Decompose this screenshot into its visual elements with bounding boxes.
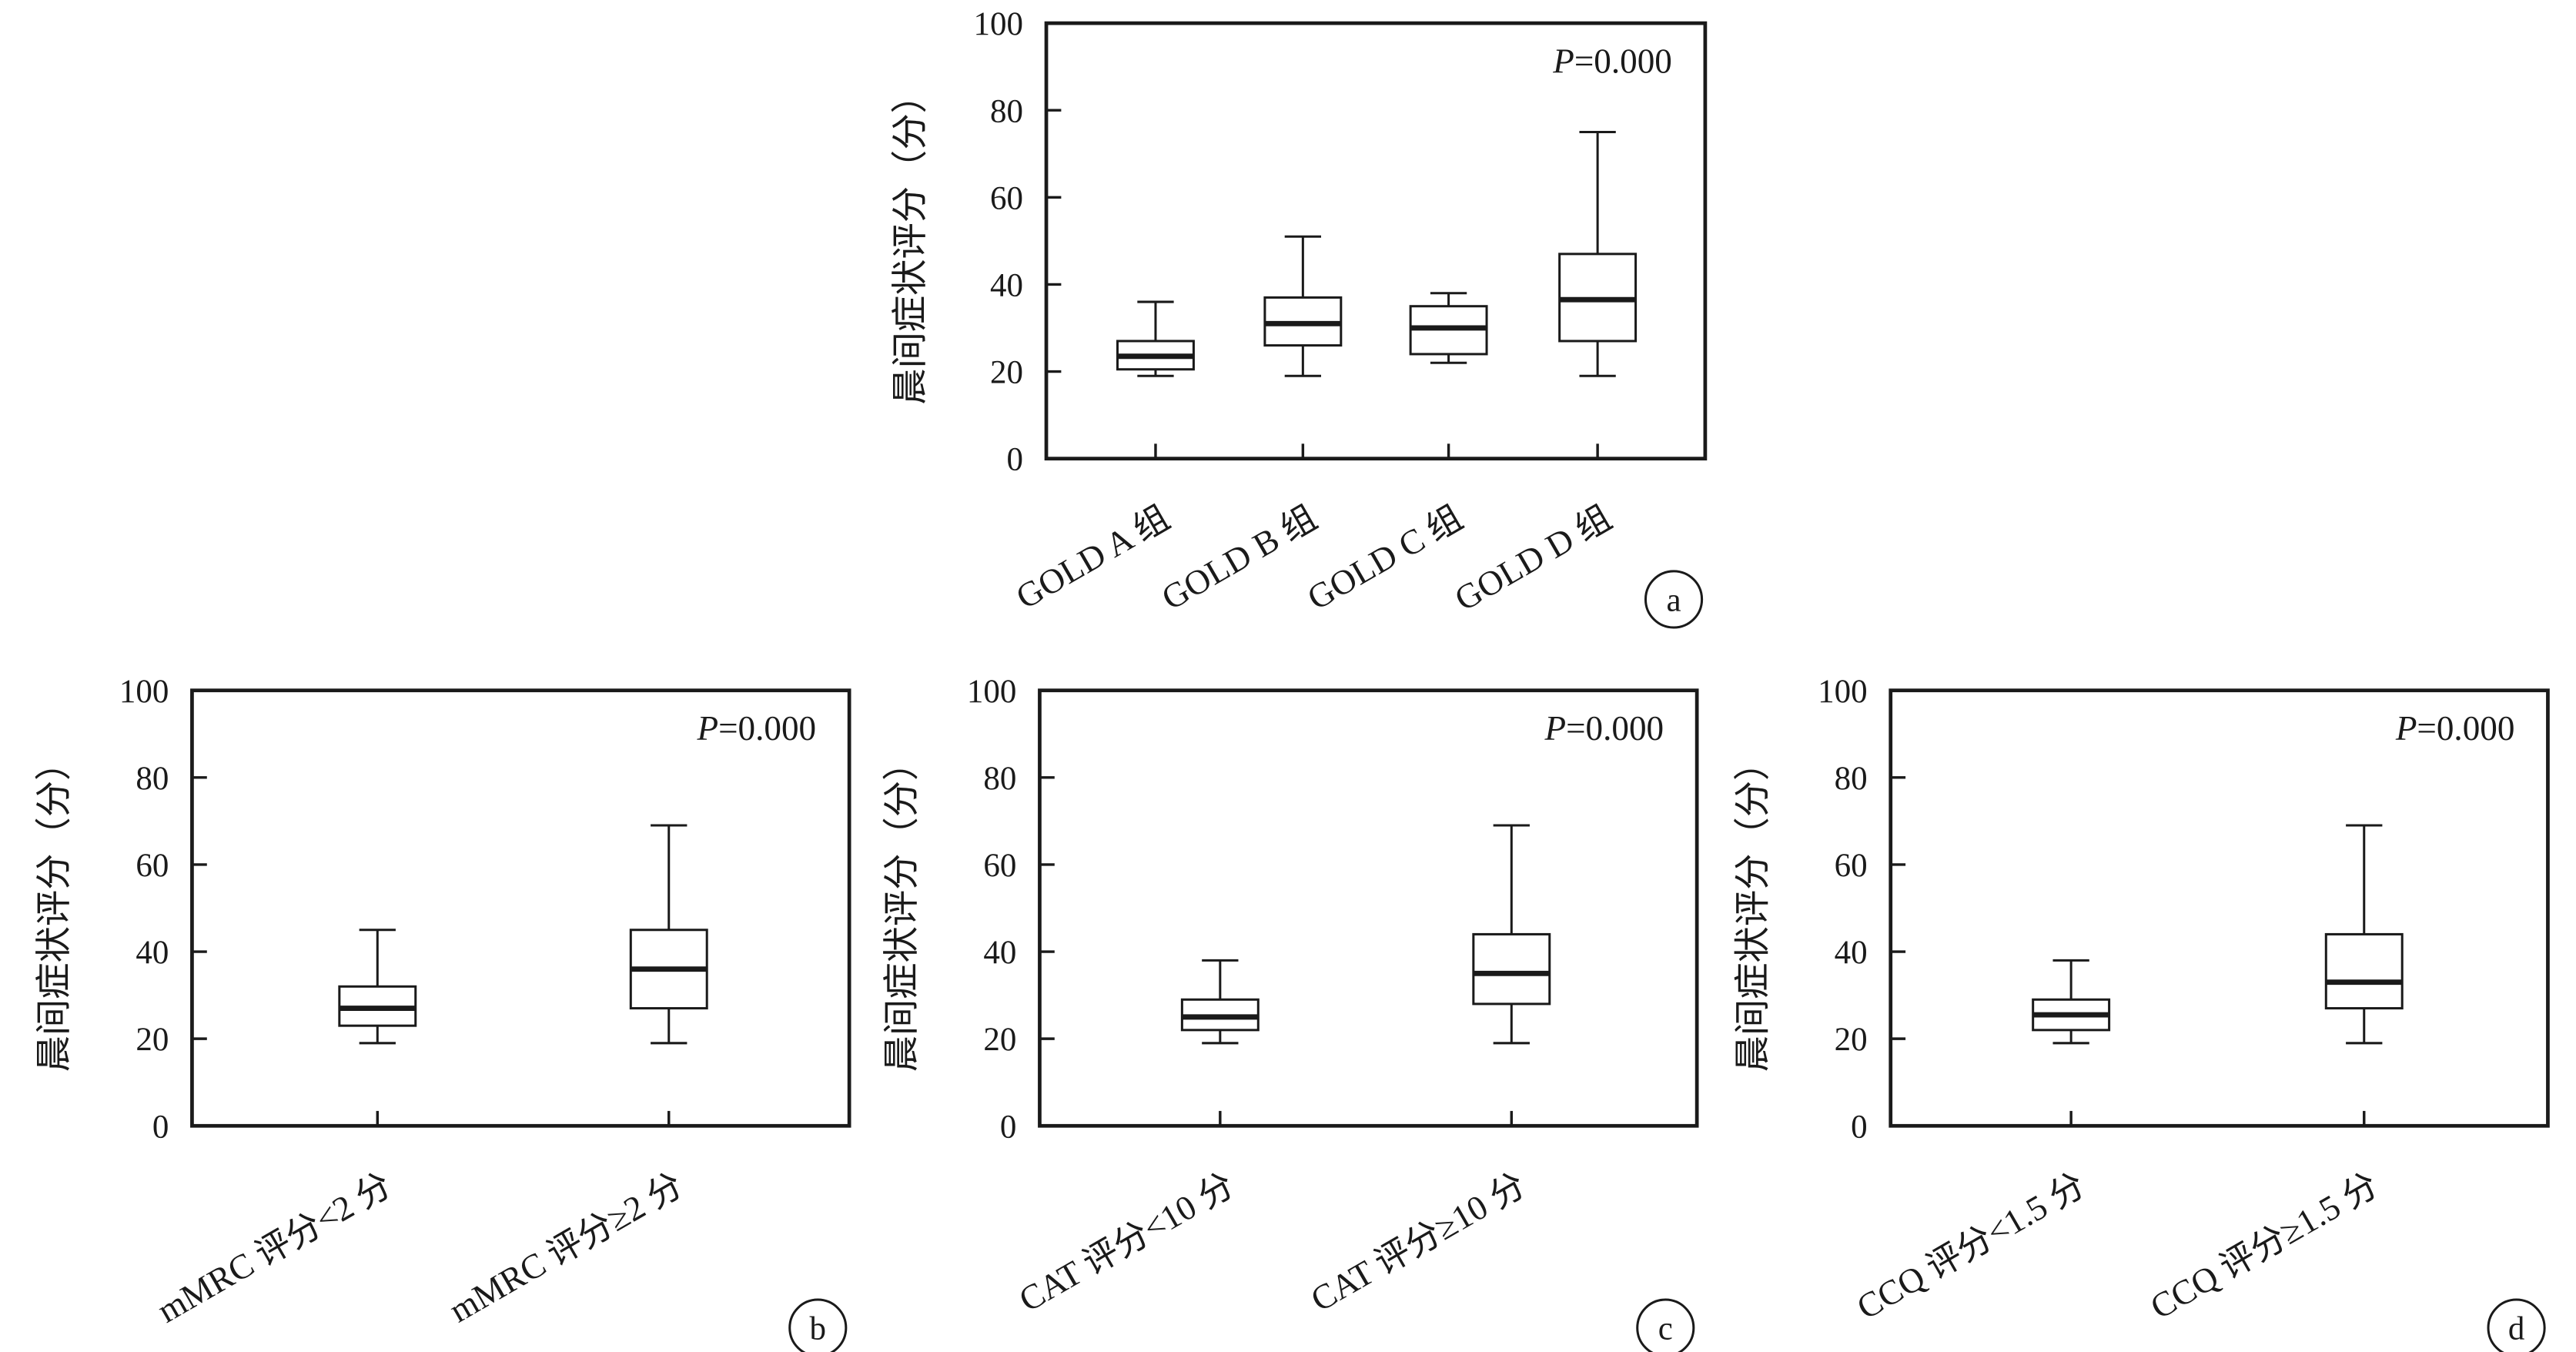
p-value: =0.000	[718, 709, 816, 748]
y-tick-label: 0	[1006, 442, 1023, 478]
y-tick-label: 60	[990, 180, 1023, 216]
p-symbol: P	[697, 709, 719, 748]
y-tick-label: 100	[119, 674, 169, 710]
plot-frame	[1044, 21, 1708, 461]
plot-frame	[1889, 688, 2550, 1128]
p-symbol: P	[1544, 709, 1567, 748]
panel-label: a	[1666, 582, 1681, 618]
box-2: GOLD B 组	[1156, 235, 1343, 617]
y-tick-label: 40	[1835, 935, 1868, 971]
plot-frame	[190, 688, 851, 1128]
y-tick-label: 20	[135, 1022, 169, 1058]
p-value: =0.000	[1574, 42, 1672, 81]
p-symbol: P	[1552, 42, 1574, 81]
panel-label-circle	[788, 1298, 848, 1352]
y-tick-label: 60	[983, 848, 1016, 884]
box-1: CAT 评分<10 分	[1012, 959, 1260, 1320]
p-value-annotation: P=0.000	[697, 709, 817, 748]
y-tick-label: 40	[135, 935, 169, 971]
p-value: =0.000	[2417, 709, 2514, 748]
y-tick-label: 100	[973, 6, 1023, 42]
x-category-label: GOLD A 组	[1009, 498, 1176, 617]
y-axis-label: 晨间症状评分（分）	[1733, 745, 1773, 1073]
y-tick-label: 100	[1818, 674, 1868, 710]
y-tick-label: 100	[967, 674, 1017, 710]
x-category-label: GOLD B 组	[1156, 498, 1323, 617]
x-category-label: mMRC 评分≥2 分	[443, 1166, 689, 1330]
x-category-label: CAT 评分≥10 分	[1304, 1166, 1532, 1319]
p-value-annotation: P=0.000	[2395, 709, 2515, 748]
box-2: CCQ 评分≥1.5 分	[2144, 824, 2404, 1327]
y-tick-label: 0	[152, 1109, 169, 1145]
iqr-box	[2324, 932, 2404, 1010]
y-tick-label: 60	[1835, 848, 1868, 884]
p-symbol: P	[2395, 709, 2417, 748]
y-tick-label: 0	[1851, 1109, 1868, 1145]
panel-label: c	[1658, 1311, 1673, 1347]
y-tick-label: 20	[983, 1022, 1016, 1058]
x-category-label: GOLD C 组	[1301, 498, 1469, 617]
x-category-label: CCQ 评分≥1.5 分	[2144, 1166, 2385, 1327]
box-2: mMRC 评分≥2 分	[443, 824, 708, 1330]
plot-frame	[1038, 688, 1699, 1128]
y-tick-label: 20	[1835, 1022, 1868, 1058]
y-tick-label: 80	[1835, 761, 1868, 797]
x-category-label: mMRC 评分<2 分	[151, 1166, 398, 1330]
panel-label: b	[810, 1311, 827, 1347]
y-tick-label: 80	[135, 761, 169, 797]
p-value-annotation: P=0.000	[1544, 709, 1664, 748]
y-axis-label: 晨间症状评分（分）	[882, 745, 922, 1073]
y-tick-label: 40	[990, 267, 1023, 303]
y-axis-label: 晨间症状评分（分）	[35, 745, 75, 1073]
y-tick-label: 60	[135, 848, 169, 884]
y-tick-label: 80	[990, 93, 1023, 129]
y-tick-label: 80	[983, 761, 1016, 797]
y-tick-label: 20	[990, 355, 1023, 391]
chart-panel-d: 0 20 40 60 80 100 晨间症状评分（分） P=0.000 CCQ 评分<1.5 分…	[1733, 674, 2550, 1352]
chart-panel-c: 0 20 40 60 80 100 晨间症状评分（分） P=0.000 CAT 评分<10 分 C…	[882, 674, 1699, 1352]
panel-label-circle	[2487, 1298, 2546, 1352]
x-category-label: CCQ 评分<1.5 分	[1851, 1166, 2092, 1327]
panel-label-circle	[1636, 1298, 1695, 1352]
y-tick-label: 0	[1000, 1109, 1017, 1145]
iqr-box	[1472, 932, 1551, 1006]
panel-label: d	[2508, 1311, 2525, 1347]
panel-label-circle	[1644, 570, 1704, 629]
box-4: GOLD D 组	[1448, 130, 1638, 618]
p-value: =0.000	[1566, 709, 1664, 748]
box-2: CAT 评分≥10 分	[1304, 824, 1551, 1319]
x-category-label: GOLD D 组	[1448, 498, 1618, 618]
y-tick-label: 40	[983, 935, 1016, 971]
y-axis-label: 晨间症状评分（分）	[891, 77, 931, 405]
p-value-annotation: P=0.000	[1552, 42, 1672, 81]
chart-panel-b: 0 20 40 60 80 100 晨间症状评分（分） P=0.000 mMRC 评分<2 分 m…	[35, 674, 851, 1352]
x-category-label: CAT 评分<10 分	[1012, 1166, 1240, 1320]
